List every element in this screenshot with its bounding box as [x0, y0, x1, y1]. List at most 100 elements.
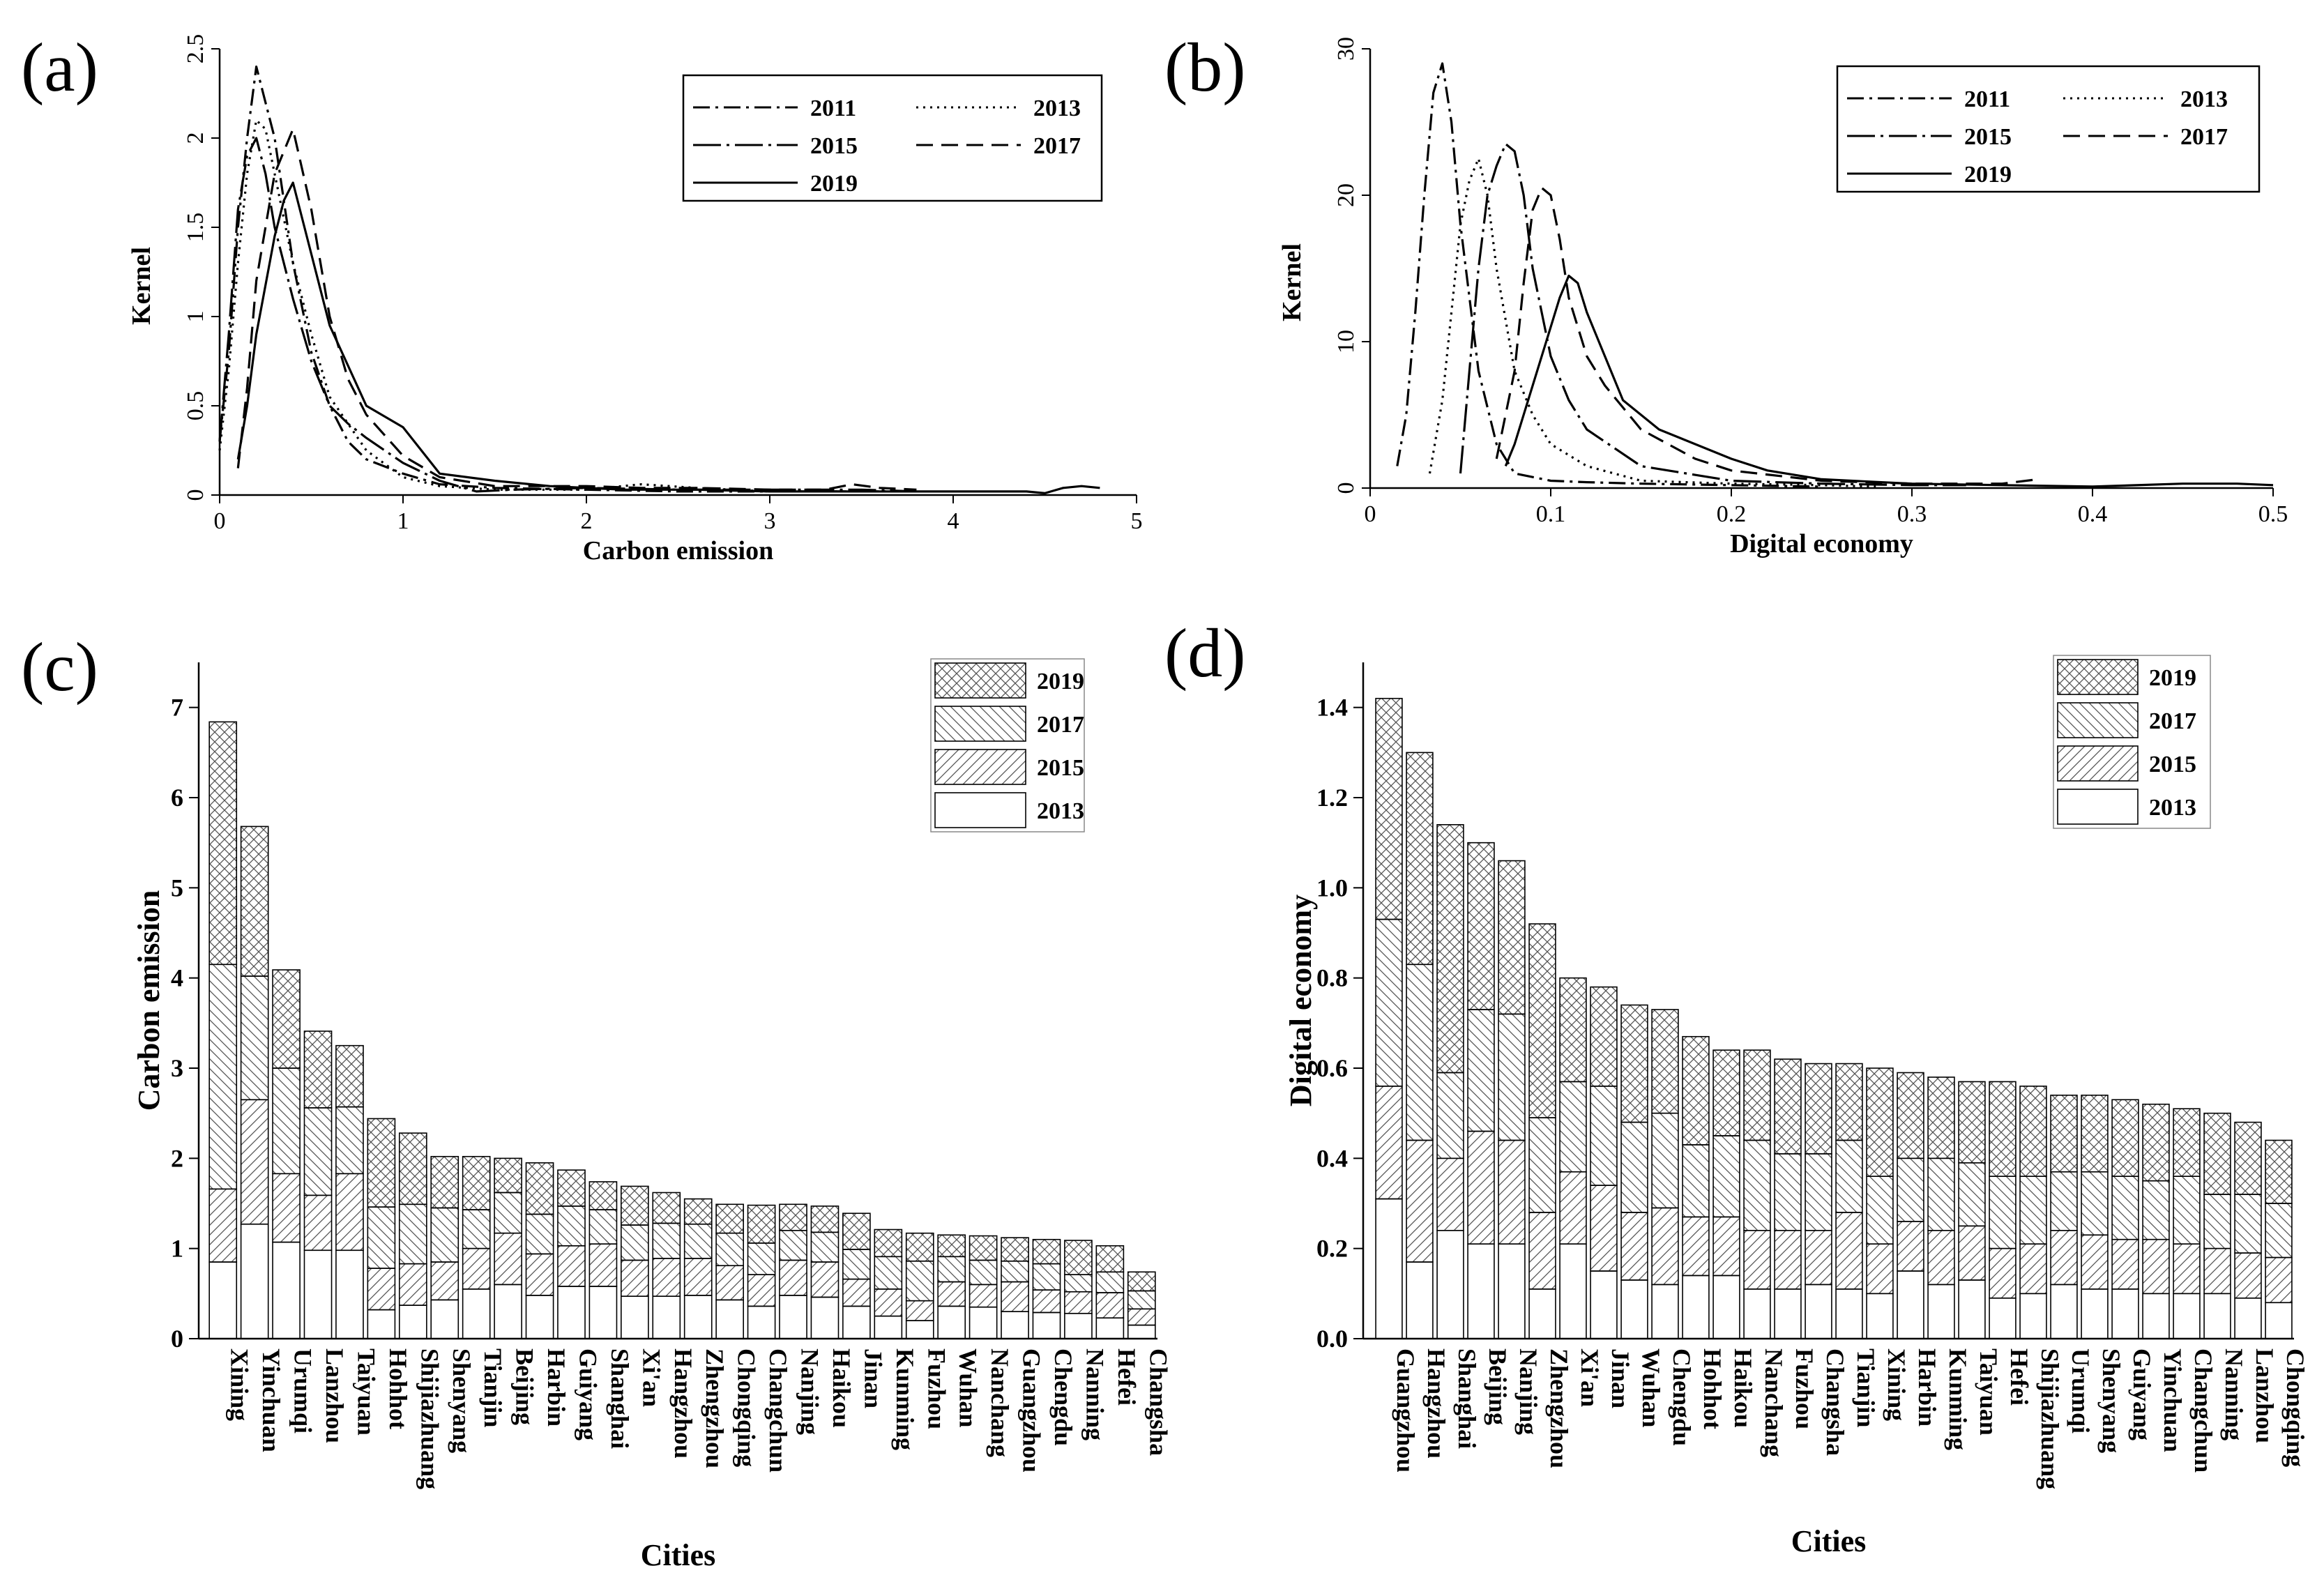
city-label: Urumqi: [2067, 1348, 2095, 1433]
bar-segment-2013: [842, 1305, 871, 1339]
city-label: Yinchuan: [2159, 1348, 2187, 1452]
bar-segment-2017: [398, 1203, 427, 1265]
bar-segment-2013: [874, 1315, 903, 1339]
bar-segment-2017: [430, 1207, 460, 1263]
bar-segment-2015: [2234, 1252, 2262, 1299]
bar-segment-2017: [2111, 1176, 2139, 1240]
bar-segment-2015: [2081, 1234, 2109, 1290]
bar-segment-2017: [621, 1224, 649, 1261]
x-tick-label: 0: [1365, 501, 1376, 527]
y-tick-label: 1: [183, 311, 208, 323]
bar-segment-2013: [747, 1305, 776, 1339]
bar-segment-2015: [430, 1261, 460, 1301]
bar-segment-2017: [1528, 1117, 1556, 1213]
legend-label-2015: 2015: [2149, 752, 2196, 777]
legend-label-2017: 2017: [1037, 712, 1084, 738]
bar-segment-2017: [1774, 1153, 1802, 1231]
bar-segment-2019: [240, 826, 269, 977]
legend-label-2019: 2019: [1037, 669, 1084, 694]
city-label: Xi'an: [637, 1348, 665, 1407]
bar-segment-2015: [2111, 1238, 2139, 1290]
bar-segment-2019: [1805, 1063, 1832, 1155]
city-label: Harbin: [1913, 1348, 1941, 1427]
x-tick-label: 4: [948, 508, 959, 534]
legend-label-2013: 2013: [2149, 795, 2196, 821]
y-tick-label: 30: [1333, 37, 1359, 61]
bar-segment-2013: [1805, 1284, 1832, 1339]
bar-segment-2015: [969, 1284, 998, 1308]
bar-segment-2015: [842, 1278, 871, 1307]
bar-segment-2015: [1436, 1157, 1464, 1231]
legend-label-2013: 2013: [1033, 96, 1081, 121]
panel-tag: (a): [21, 29, 98, 106]
bar-segment-2017: [2265, 1203, 2293, 1258]
bar-segment-2015: [367, 1268, 396, 1311]
bar-segment-2013: [1001, 1311, 1029, 1339]
bar-segment-2019: [1927, 1077, 1955, 1159]
city-label: Jinan: [859, 1348, 887, 1408]
bar-segment-2013: [1436, 1230, 1464, 1339]
bar-segment-2019: [1651, 1009, 1679, 1114]
bar-segment-2013: [335, 1249, 364, 1339]
bar-segment-2015: [557, 1245, 586, 1287]
bar-segment-2017: [1620, 1121, 1648, 1213]
bar-segment-2019: [683, 1198, 713, 1225]
bar-segment-2019: [1001, 1237, 1029, 1262]
x-tick-label: 0.2: [1717, 501, 1747, 527]
bar-segment-2015: [1127, 1308, 1156, 1326]
bar-segment-2017: [652, 1222, 681, 1259]
bar-segment-2019: [1989, 1081, 2017, 1178]
bar-segment-2017: [367, 1206, 396, 1269]
bar-segment-2013: [1467, 1243, 1495, 1339]
bar-segment-2019: [2081, 1095, 2109, 1173]
legend-label-2019: 2019: [2149, 665, 2196, 691]
city-label: Jinan: [1607, 1348, 1634, 1408]
bar-segment-2013: [1835, 1288, 1863, 1339]
bar-segment-2015: [683, 1258, 713, 1296]
bar-segment-2015: [1958, 1225, 1986, 1281]
series-line-2017: [1495, 186, 2039, 485]
legend-label-2015: 2015: [1964, 124, 2012, 150]
bar-segment-2017: [1866, 1176, 1894, 1245]
panel-tag: (c): [21, 628, 98, 706]
bar-segment-2015: [621, 1259, 649, 1298]
bar-segment-2013: [1712, 1275, 1740, 1339]
bar-segment-2017: [1958, 1162, 1986, 1227]
city-label: Changsha: [1144, 1348, 1172, 1456]
city-label: Nanjing: [796, 1348, 824, 1435]
city-label: Hefei: [1113, 1348, 1141, 1406]
y-tick-label: 0.6: [1316, 1054, 1348, 1082]
city-label: Guangzhou: [1392, 1348, 1420, 1473]
city-label: Changchun: [2189, 1348, 2217, 1473]
x-axis-title: Digital economy: [1730, 529, 1913, 558]
x-axis-title: Cities: [641, 1538, 716, 1572]
bar-segment-2017: [2142, 1180, 2170, 1240]
bar-segment-2013: [1064, 1312, 1093, 1339]
legend-label-2019: 2019: [1964, 162, 2012, 188]
bar-segment-2013: [588, 1286, 618, 1339]
bar-segment-2019: [1774, 1058, 1802, 1155]
city-label: Haikou: [828, 1348, 856, 1428]
bar-segment-2015: [1001, 1281, 1029, 1313]
bar-segment-2013: [1032, 1311, 1061, 1339]
bar-segment-2019: [1866, 1067, 1894, 1177]
bar-segment-2017: [842, 1249, 871, 1280]
bar-segment-2019: [652, 1192, 681, 1224]
bar-segment-2017: [1835, 1139, 1863, 1213]
y-axis-title: Kernel: [127, 247, 156, 325]
y-axis-title: Digital economy: [1284, 895, 1318, 1106]
city-label: Hangzhou: [1422, 1348, 1450, 1459]
bar-segment-2013: [2173, 1293, 2201, 1339]
bar-segment-2019: [842, 1212, 871, 1250]
city-label: Fuzhou: [1791, 1348, 1818, 1429]
bar-segment-2019: [810, 1205, 840, 1233]
bar-segment-2019: [747, 1204, 776, 1244]
bar-segment-2013: [779, 1295, 807, 1339]
legend-label-2017: 2017: [1033, 133, 1081, 159]
legend-label-2017: 2017: [2180, 124, 2228, 150]
y-tick-label: 0: [1333, 482, 1359, 494]
bar-segment-2013: [557, 1286, 586, 1339]
city-label: Tianjin: [479, 1348, 507, 1427]
bar-segment-2019: [335, 1044, 364, 1108]
bar-segment-2015: [588, 1243, 618, 1287]
